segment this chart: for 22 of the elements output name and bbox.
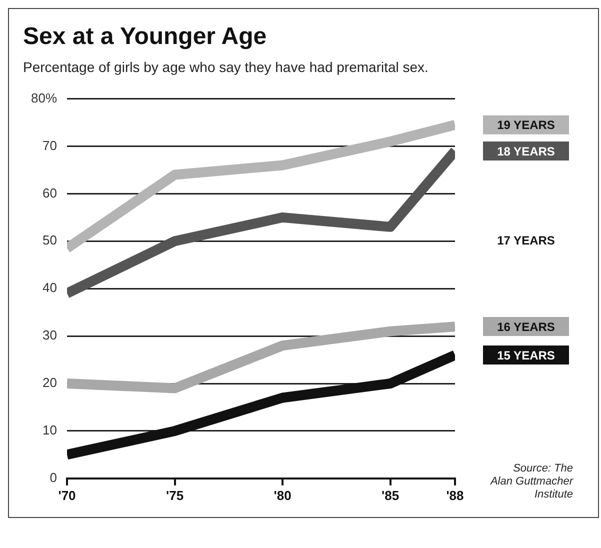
chart-title: Sex at a Younger Age <box>23 23 268 51</box>
y-tick-label: 10 <box>42 422 58 438</box>
y-tick-label: 80% <box>30 90 58 106</box>
x-tick-label: '70 <box>58 488 76 503</box>
x-tick-label: '88 <box>446 488 464 503</box>
y-tick-label: 30 <box>42 328 58 343</box>
text: 15 YEARS <box>497 348 555 362</box>
y-tick-label: 40 <box>42 280 58 296</box>
y-tick-label: 0 <box>50 470 58 485</box>
x-tick-label: '75 <box>166 488 184 503</box>
text: 16 YEARS <box>497 320 555 334</box>
x-tick-label: '80 <box>274 488 292 503</box>
y-tick-label: 60 <box>42 185 58 200</box>
text: 18 YEARS <box>497 144 555 158</box>
x-tick-label: '85 <box>382 488 400 503</box>
chart-subtitle: Percentage of girls by age who say they have had premarital sex. <box>23 59 430 75</box>
text: 17 YEARS <box>497 233 555 248</box>
y-tick-label: 20 <box>42 375 58 390</box>
y-tick-label: 50 <box>42 232 58 248</box>
y-tick-label: 70 <box>42 138 58 153</box>
source-note: Source: The Alan Guttmacher Institute <box>489 462 574 500</box>
text: 19 YEARS <box>497 118 555 132</box>
